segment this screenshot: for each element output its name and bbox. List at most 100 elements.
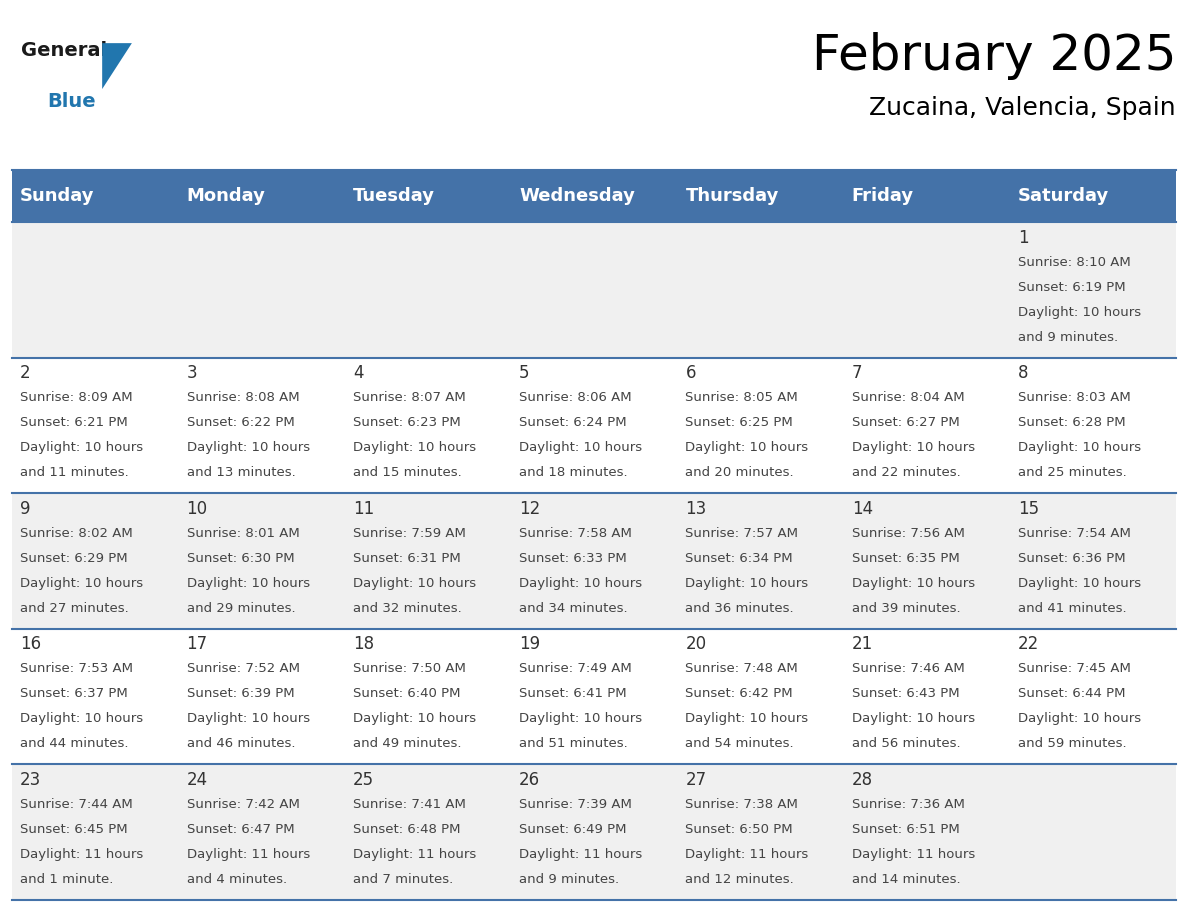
Text: Sunrise: 7:45 AM: Sunrise: 7:45 AM [1018,662,1131,675]
Text: Saturday: Saturday [1018,187,1110,205]
Text: Sunrise: 8:10 AM: Sunrise: 8:10 AM [1018,256,1131,269]
Text: Tuesday: Tuesday [353,187,435,205]
Text: Sunrise: 7:44 AM: Sunrise: 7:44 AM [20,798,133,811]
Text: and 54 minutes.: and 54 minutes. [685,737,794,750]
Text: and 56 minutes.: and 56 minutes. [852,737,960,750]
Text: and 44 minutes.: and 44 minutes. [20,737,128,750]
Text: Daylight: 10 hours: Daylight: 10 hours [519,577,643,589]
Text: Daylight: 10 hours: Daylight: 10 hours [685,712,809,725]
Text: Blue: Blue [48,92,96,111]
Text: Daylight: 11 hours: Daylight: 11 hours [519,848,643,861]
Text: 1: 1 [1018,229,1029,247]
Text: Sunrise: 8:08 AM: Sunrise: 8:08 AM [187,391,299,404]
Text: Sunset: 6:34 PM: Sunset: 6:34 PM [685,552,794,565]
Text: Sunset: 6:30 PM: Sunset: 6:30 PM [187,552,295,565]
Text: Daylight: 10 hours: Daylight: 10 hours [20,442,144,454]
Bar [843,170,1010,222]
Text: Daylight: 10 hours: Daylight: 10 hours [852,712,975,725]
Text: and 39 minutes.: and 39 minutes. [852,602,960,615]
Text: Sunset: 6:23 PM: Sunset: 6:23 PM [353,416,461,430]
Text: Daylight: 10 hours: Daylight: 10 hours [20,712,144,725]
Bar [12,493,1176,629]
Text: Daylight: 11 hours: Daylight: 11 hours [353,848,476,861]
Text: Daylight: 10 hours: Daylight: 10 hours [353,442,476,454]
Text: Daylight: 10 hours: Daylight: 10 hours [685,577,809,589]
Text: Sunset: 6:48 PM: Sunset: 6:48 PM [353,823,460,835]
Text: Sunrise: 7:59 AM: Sunrise: 7:59 AM [353,527,466,540]
Text: 7: 7 [852,364,862,382]
Text: and 34 minutes.: and 34 minutes. [519,602,627,615]
Text: Daylight: 11 hours: Daylight: 11 hours [685,848,809,861]
Text: Sunset: 6:28 PM: Sunset: 6:28 PM [1018,416,1126,430]
Text: Sunrise: 7:57 AM: Sunrise: 7:57 AM [685,527,798,540]
Text: Sunrise: 7:54 AM: Sunrise: 7:54 AM [1018,527,1131,540]
Text: Sunset: 6:25 PM: Sunset: 6:25 PM [685,416,794,430]
Text: 22: 22 [1018,635,1040,653]
Text: Sunset: 6:27 PM: Sunset: 6:27 PM [852,416,960,430]
Text: Sunset: 6:31 PM: Sunset: 6:31 PM [353,552,461,565]
Text: Daylight: 10 hours: Daylight: 10 hours [353,577,476,589]
Text: Sunrise: 7:46 AM: Sunrise: 7:46 AM [852,662,965,675]
Text: Daylight: 10 hours: Daylight: 10 hours [1018,577,1142,589]
Text: 12: 12 [519,499,541,518]
Bar [12,358,1176,493]
Text: Sunset: 6:51 PM: Sunset: 6:51 PM [852,823,960,835]
Text: Zucaina, Valencia, Spain: Zucaina, Valencia, Spain [870,96,1176,120]
Text: and 51 minutes.: and 51 minutes. [519,737,628,750]
Text: and 9 minutes.: and 9 minutes. [1018,330,1118,344]
Text: and 41 minutes.: and 41 minutes. [1018,602,1126,615]
Text: and 13 minutes.: and 13 minutes. [187,466,296,479]
Text: Daylight: 10 hours: Daylight: 10 hours [1018,712,1142,725]
Text: Daylight: 10 hours: Daylight: 10 hours [187,577,310,589]
Text: and 20 minutes.: and 20 minutes. [685,466,794,479]
Bar [511,170,677,222]
Text: and 9 minutes.: and 9 minutes. [519,873,619,886]
Text: 26: 26 [519,770,541,789]
Text: Daylight: 10 hours: Daylight: 10 hours [353,712,476,725]
Bar [345,170,511,222]
Text: Sunset: 6:33 PM: Sunset: 6:33 PM [519,552,627,565]
Text: and 22 minutes.: and 22 minutes. [852,466,961,479]
Text: and 32 minutes.: and 32 minutes. [353,602,462,615]
Text: 5: 5 [519,364,530,382]
Text: Sunrise: 8:01 AM: Sunrise: 8:01 AM [187,527,299,540]
Text: Wednesday: Wednesday [519,187,636,205]
Text: Sunrise: 7:56 AM: Sunrise: 7:56 AM [852,527,965,540]
Text: Sunrise: 8:09 AM: Sunrise: 8:09 AM [20,391,133,404]
Text: 17: 17 [187,635,208,653]
Text: Sunrise: 8:02 AM: Sunrise: 8:02 AM [20,527,133,540]
Text: Sunset: 6:39 PM: Sunset: 6:39 PM [187,688,295,700]
Text: Sunset: 6:35 PM: Sunset: 6:35 PM [852,552,960,565]
Text: 11: 11 [353,499,374,518]
Bar [12,629,1176,764]
Text: Daylight: 10 hours: Daylight: 10 hours [187,442,310,454]
Text: Monday: Monday [187,187,265,205]
Text: and 4 minutes.: and 4 minutes. [187,873,286,886]
Text: Sunset: 6:50 PM: Sunset: 6:50 PM [685,823,794,835]
Text: Sunset: 6:43 PM: Sunset: 6:43 PM [852,688,960,700]
Bar [12,764,1176,900]
Text: Sunset: 6:19 PM: Sunset: 6:19 PM [1018,281,1126,294]
Text: Sunrise: 7:52 AM: Sunrise: 7:52 AM [187,662,299,675]
Text: and 59 minutes.: and 59 minutes. [1018,737,1126,750]
Bar [178,170,345,222]
Text: 13: 13 [685,499,707,518]
Text: Thursday: Thursday [685,187,779,205]
Text: 10: 10 [187,499,208,518]
Text: and 7 minutes.: and 7 minutes. [353,873,453,886]
Bar [12,170,178,222]
Text: Sunrise: 7:50 AM: Sunrise: 7:50 AM [353,662,466,675]
Text: and 27 minutes.: and 27 minutes. [20,602,129,615]
Text: 16: 16 [20,635,42,653]
Text: Sunset: 6:29 PM: Sunset: 6:29 PM [20,552,128,565]
Text: Sunset: 6:24 PM: Sunset: 6:24 PM [519,416,627,430]
Text: 25: 25 [353,770,374,789]
Text: Sunrise: 7:48 AM: Sunrise: 7:48 AM [685,662,798,675]
Text: Sunrise: 8:03 AM: Sunrise: 8:03 AM [1018,391,1131,404]
Text: Sunset: 6:37 PM: Sunset: 6:37 PM [20,688,128,700]
Text: Sunset: 6:44 PM: Sunset: 6:44 PM [1018,688,1125,700]
Text: Daylight: 10 hours: Daylight: 10 hours [1018,306,1142,319]
Text: 2: 2 [20,364,31,382]
Text: Sunrise: 7:38 AM: Sunrise: 7:38 AM [685,798,798,811]
Text: 6: 6 [685,364,696,382]
